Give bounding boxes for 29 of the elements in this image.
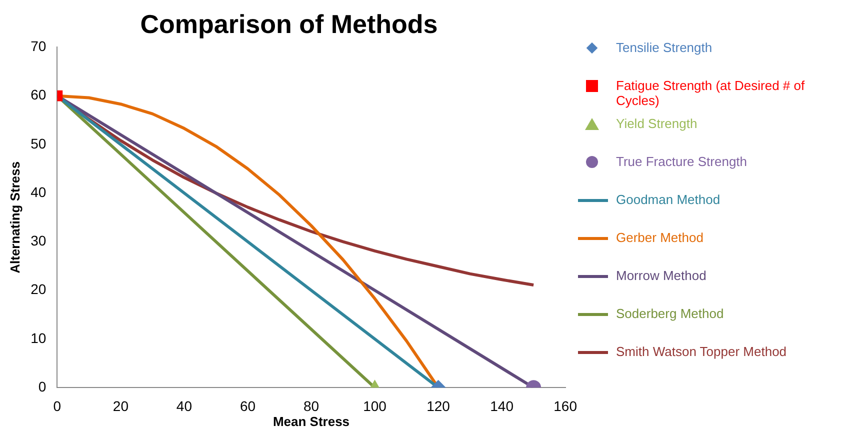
legend-label: Tensilie Strength [616, 40, 712, 55]
y-tick-label: 40 [30, 184, 46, 200]
legend-label: Smith Watson Topper Method [616, 344, 787, 359]
y-tick-label: 20 [30, 281, 46, 298]
x-tick-label: 160 [554, 398, 578, 414]
y-tick-label: 60 [30, 86, 46, 103]
legend-label: Soderberg Method [616, 306, 724, 321]
legend-label: Gerber Method [616, 230, 704, 245]
y-tick-label: 0 [38, 378, 46, 394]
legend-label: Fatigue Strength (at Desired # of Cycles) [616, 78, 806, 108]
y-axis-title: Alternating Stress [7, 161, 22, 274]
legend-label: Yield Strength [616, 116, 698, 131]
x-tick-label: 140 [490, 398, 514, 414]
x-tick-label: 40 [176, 398, 192, 414]
x-tick-label: 80 [303, 398, 320, 414]
legend-label: Goodman Method [616, 192, 720, 207]
y-tick-label: 70 [30, 38, 46, 54]
x-tick-label: 0 [53, 398, 62, 414]
legend-label: True Fracture Strength [616, 154, 748, 169]
legend-label: Morrow Method [616, 268, 706, 283]
x-tick-label: 120 [426, 398, 450, 414]
x-axis-title: Mean Stress [272, 414, 350, 429]
y-tick-label: 50 [30, 135, 46, 152]
x-tick-label: 100 [363, 398, 387, 414]
y-tick-label: 10 [30, 330, 46, 346]
chart-title: Comparison of Methods [140, 8, 438, 39]
x-tick-label: 20 [112, 398, 129, 414]
x-tick-label: 60 [240, 398, 256, 414]
y-tick-label: 30 [30, 232, 46, 249]
